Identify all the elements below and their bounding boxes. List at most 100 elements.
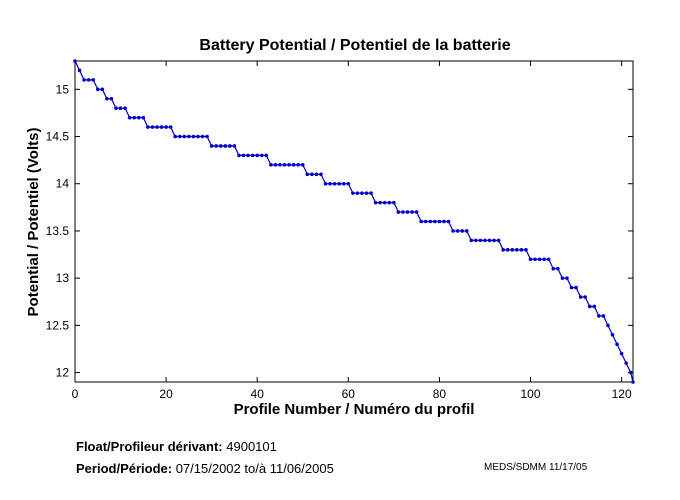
data-point [606, 323, 610, 328]
data-point [556, 266, 560, 271]
data-point [214, 144, 219, 148]
data-point [173, 134, 178, 139]
data-point [519, 248, 524, 252]
data-point [378, 200, 382, 205]
y-tick-label: 12.5 [46, 318, 70, 332]
y-tick-label: 14 [56, 177, 70, 191]
data-point [501, 248, 505, 252]
data-point [187, 134, 191, 139]
data-point [127, 115, 132, 120]
data-point [146, 125, 150, 129]
data-point [537, 257, 542, 262]
data-point [610, 332, 615, 337]
data-point [487, 238, 492, 243]
chart-title: Battery Potential / Potentiel de la batt… [199, 37, 510, 54]
data-point [73, 59, 77, 63]
data-point [241, 153, 246, 158]
x-tick-label: 80 [433, 387, 447, 401]
data-point [300, 163, 305, 167]
data-point [615, 342, 619, 347]
data-point [451, 229, 455, 233]
data-point [305, 172, 310, 177]
data-point [287, 163, 291, 167]
data-point [191, 134, 196, 139]
y-tick-label: 12 [56, 366, 70, 380]
data-point [569, 285, 574, 290]
data-point [410, 210, 414, 214]
data-point [136, 115, 141, 120]
data-point [259, 153, 264, 158]
data-point [159, 125, 164, 129]
data-point [478, 238, 483, 243]
x-tick-label: 20 [159, 387, 173, 401]
data-point [177, 134, 182, 139]
data-point [551, 266, 556, 271]
period-start: 07/15/2002 [175, 461, 241, 476]
data-point [428, 219, 433, 224]
data-point [373, 200, 378, 205]
data-point [624, 361, 628, 365]
data-point [560, 276, 565, 280]
x-tick-label: 0 [72, 387, 79, 401]
y-tick-label: 14.5 [46, 130, 70, 144]
data-point [86, 78, 91, 82]
x-tick-label: 100 [520, 387, 540, 401]
x-tick-label: 60 [342, 387, 356, 401]
data-point [114, 106, 118, 111]
data-point [273, 163, 278, 167]
data-point [246, 153, 250, 158]
data-point [469, 238, 474, 243]
data-point [515, 248, 519, 252]
data-point [255, 153, 259, 158]
data-point [597, 314, 601, 318]
data-point [405, 210, 410, 214]
data-point [455, 229, 460, 233]
data-point [433, 219, 437, 224]
data-point [460, 229, 464, 233]
credit-stamp: MEDS/SDMM 11/17/05 [484, 462, 588, 473]
data-point [505, 248, 510, 252]
data-point [601, 314, 606, 318]
data-point [228, 144, 232, 148]
data-point [437, 219, 442, 224]
data-point [209, 144, 214, 148]
data-point [328, 181, 332, 186]
data-point [542, 257, 546, 262]
data-point [592, 304, 597, 309]
float-id-line: Float/Profileur dérivant: 4900101 [76, 439, 277, 454]
data-point [105, 96, 109, 101]
data-point [387, 200, 392, 205]
x-axis: 0 20 40 60 80 100 120 [72, 61, 632, 401]
data-point [291, 163, 296, 167]
plot-frame [74, 60, 634, 383]
data-point [164, 125, 168, 129]
data-point [82, 78, 86, 82]
data-point [533, 257, 537, 262]
data-point [232, 144, 237, 148]
data-point [474, 238, 478, 243]
data-point [332, 181, 337, 186]
data-point [401, 210, 405, 214]
data-point [631, 380, 635, 384]
float-value: 4900101 [226, 439, 277, 454]
data-point [118, 106, 123, 111]
data-point [414, 210, 419, 214]
data-point [442, 219, 446, 224]
data-point [109, 96, 114, 101]
data-point [355, 191, 360, 195]
data-point [95, 87, 100, 92]
data-point [319, 172, 323, 177]
data-point [282, 163, 287, 167]
data-point [369, 191, 373, 195]
data-point [123, 106, 127, 111]
data-point [546, 257, 551, 262]
y-tick-label: 13.5 [46, 224, 70, 238]
data-point [364, 191, 369, 195]
data-point [360, 191, 364, 195]
data-point [196, 134, 200, 139]
data-point [296, 163, 301, 167]
data-point [205, 134, 209, 139]
data-point [150, 125, 155, 129]
x-tick-label: 120 [612, 387, 632, 401]
